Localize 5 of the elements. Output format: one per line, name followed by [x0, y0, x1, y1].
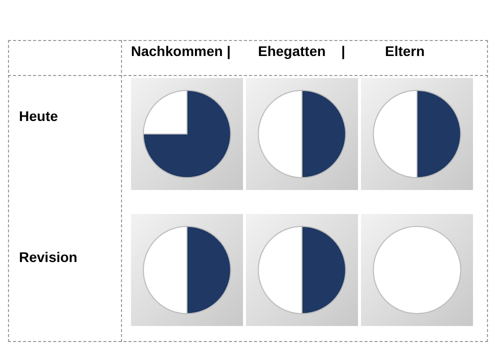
text: Heute: [19, 108, 58, 124]
text: Ehegatten |: [258, 43, 346, 59]
text: Nachkommen |: [131, 43, 231, 59]
text: Eltern: [385, 43, 425, 59]
text: Revision: [19, 249, 78, 265]
